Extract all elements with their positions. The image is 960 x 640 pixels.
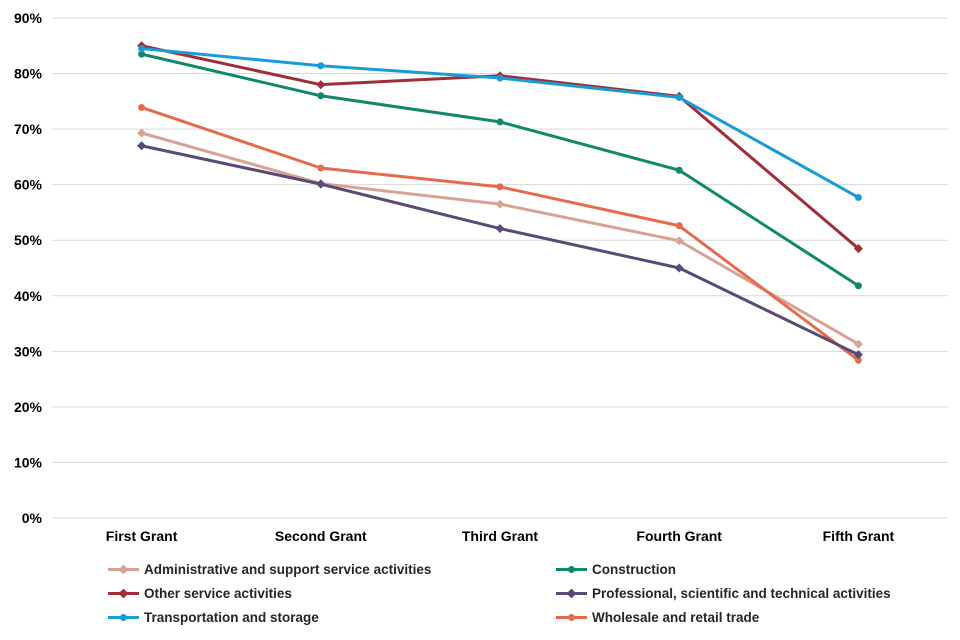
legend-label: Construction [592,562,676,577]
legend-item-transportation-and-storage: Transportation and storage [108,610,556,625]
data-point-marker-wholesale-and-retail-trade [854,356,862,364]
x-axis-category-label: Fourth Grant [636,528,722,544]
y-axis-tick-label: 50% [14,232,43,248]
y-axis-tick-label: 30% [14,343,43,359]
chart-legend: Administrative and support service activ… [108,562,908,625]
legend-dot-swatch [118,588,129,599]
legend-item-wholesale-and-retail-trade: Wholesale and retail trade [556,610,908,625]
y-axis-tick-label: 80% [14,66,43,82]
data-point-marker-construction [138,50,146,58]
legend-label: Wholesale and retail trade [592,610,760,625]
x-axis-category-label: Third Grant [462,528,539,544]
data-point-marker-other-service-activities [316,80,326,90]
data-point-marker-construction [675,166,683,174]
legend-marker-other-service-activities [108,587,139,600]
data-point-marker-wholesale-and-retail-trade [675,222,683,230]
data-point-marker-transportation-and-storage [138,45,146,53]
legend-dot-swatch [120,614,127,621]
y-axis-tick-label: 90% [14,10,43,26]
y-axis-tick-label: 20% [14,399,43,415]
data-point-marker-wholesale-and-retail-trade [317,164,325,172]
series-line-administrative-and-support-service-activ [140,131,860,346]
legend-item-other-service-activities: Other service activities [108,586,556,601]
legend-item-construction: Construction [556,562,908,577]
data-point-marker-professional-scientific-and-technical-ac [316,179,326,189]
x-axis-category-label: Fifth Grant [823,528,895,544]
legend-label: Administrative and support service activ… [144,562,432,577]
y-axis-tick-label: 0% [22,510,43,526]
data-point-marker-transportation-and-storage [675,93,683,101]
data-point-marker-wholesale-and-retail-trade [138,103,146,111]
legend-label: Other service activities [144,586,292,601]
legend-marker-professional-scientific-and-technical-ac [556,587,587,600]
legend-dot-swatch [566,588,577,599]
y-axis-tick-label: 60% [14,177,43,193]
data-point-marker-transportation-and-storage [854,193,862,201]
legend-dot-swatch [568,566,575,573]
data-point-marker-transportation-and-storage [496,74,504,82]
data-point-marker-professional-scientific-and-technical-ac [495,224,505,234]
legend-label: Professional, scientific and technical a… [592,586,891,601]
legend-dot-swatch [568,614,575,621]
data-point-marker-wholesale-and-retail-trade [496,183,504,191]
y-axis-tick-label: 10% [14,454,43,470]
series-line-wholesale-and-retail-trade [140,105,860,362]
legend-label: Transportation and storage [144,610,319,625]
data-point-marker-construction [496,118,504,126]
data-point-marker-transportation-and-storage [317,62,325,70]
legend-dot-swatch [118,564,129,575]
y-axis-tick-label: 40% [14,288,43,304]
x-axis-category-label: First Grant [106,528,178,544]
data-point-marker-professional-scientific-and-technical-ac [137,141,147,151]
data-point-marker-administrative-and-support-service-activ [137,128,147,138]
legend-marker-administrative-and-support-service-activ [108,563,139,576]
legend-item-administrative-and-support-service-activ: Administrative and support service activ… [108,562,556,577]
y-axis-tick-label: 70% [14,121,43,137]
data-point-marker-administrative-and-support-service-activ [495,199,505,209]
legend-marker-wholesale-and-retail-trade [556,611,587,624]
data-point-marker-construction [854,282,862,290]
legend-marker-construction [556,563,587,576]
line-chart-plot-area: 0% 10% 20% 30% 40% 50% 60% 70% 80% 90% First Grant… [14,10,948,544]
legend-item-professional-scientific-and-technical-ac: Professional, scientific and technical a… [556,586,908,601]
data-point-marker-professional-scientific-and-technical-ac [853,350,863,360]
series-line-professional-scientific-and-technical-ac [140,144,860,357]
legend-marker-transportation-and-storage [108,611,139,624]
data-point-marker-construction [317,92,325,100]
x-axis-category-label: Second Grant [275,528,367,544]
